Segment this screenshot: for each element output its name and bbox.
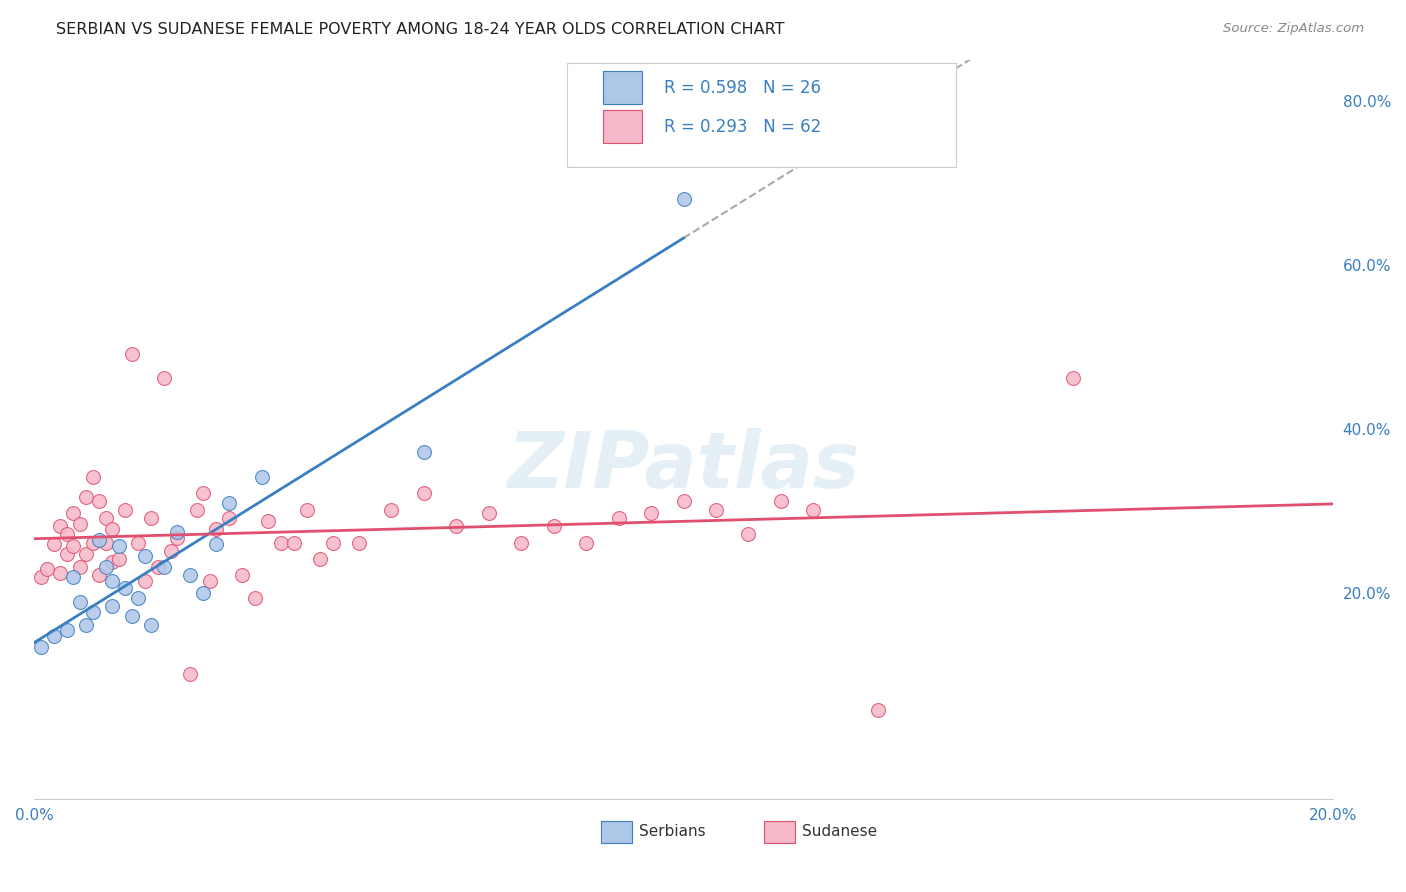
Text: Source: ZipAtlas.com: Source: ZipAtlas.com (1223, 22, 1364, 36)
Point (205, 537, 228, 551)
Point (42, 537, 65, 551)
Point (270, 535, 292, 549)
Text: ZIPatlas: ZIPatlas (508, 428, 859, 504)
Text: SERBIAN VS SUDANESE FEMALE POVERTY AMONG 18-24 YEAR OLDS CORRELATION CHART: SERBIAN VS SUDANESE FEMALE POVERTY AMONG… (56, 22, 785, 37)
Point (82, 535, 104, 549)
Point (121, 346, 143, 360)
Point (69, 516, 91, 531)
Point (30, 640, 52, 654)
Point (37, 562, 59, 576)
Point (704, 502, 727, 516)
Point (250, 470, 273, 484)
Point (412, 445, 434, 459)
Point (75, 490, 97, 504)
Point (127, 591, 149, 605)
Point (193, 486, 215, 500)
Point (89, 533, 111, 547)
Point (107, 539, 129, 553)
Point (283, 535, 305, 549)
Point (243, 591, 266, 605)
Point (49, 566, 72, 580)
Point (231, 568, 253, 582)
Point (141, 617, 163, 632)
Text: Serbians: Serbians (638, 824, 706, 839)
Point (309, 552, 332, 566)
Point (89, 494, 111, 508)
Point (153, 560, 176, 574)
Point (446, 519, 468, 533)
Point (101, 574, 124, 588)
Point (186, 502, 208, 516)
Point (134, 574, 156, 588)
Text: R = 0.598   N = 26: R = 0.598 N = 26 (664, 78, 821, 96)
Point (218, 496, 240, 510)
Point (737, 527, 759, 541)
Point (322, 535, 344, 549)
Point (347, 535, 370, 549)
Point (62, 570, 84, 584)
Point (114, 502, 136, 516)
Point (198, 574, 221, 588)
Point (75, 547, 97, 561)
Point (295, 502, 318, 516)
Point (69, 560, 91, 574)
FancyBboxPatch shape (567, 63, 956, 167)
Point (62, 539, 84, 553)
Point (134, 549, 156, 564)
Point (141, 511, 163, 525)
Point (380, 502, 402, 516)
Point (478, 506, 501, 520)
Point (672, 494, 695, 508)
Point (166, 524, 188, 539)
Point (607, 511, 630, 525)
Point (30, 570, 52, 584)
Point (121, 609, 143, 624)
Point (193, 586, 215, 600)
Point (166, 531, 188, 545)
Point (640, 506, 662, 520)
Text: Sudanese: Sudanese (803, 824, 877, 839)
Point (62, 506, 84, 520)
Point (153, 371, 176, 385)
Point (1062, 371, 1084, 385)
FancyBboxPatch shape (603, 110, 643, 144)
Point (94, 511, 117, 525)
Point (75, 617, 97, 632)
Point (101, 522, 124, 536)
Point (412, 486, 434, 500)
Point (672, 192, 695, 206)
Point (543, 519, 565, 533)
Point (159, 543, 181, 558)
Point (82, 470, 104, 484)
FancyBboxPatch shape (603, 71, 643, 104)
Point (49, 519, 72, 533)
Point (218, 511, 240, 525)
Point (205, 522, 228, 536)
Point (575, 535, 598, 549)
Point (42, 629, 65, 643)
Point (257, 514, 280, 528)
Point (101, 599, 124, 613)
Text: R = 0.293   N = 62: R = 0.293 N = 62 (664, 118, 821, 136)
Point (510, 535, 533, 549)
Point (82, 605, 104, 619)
Point (101, 555, 124, 569)
Point (107, 552, 129, 566)
Point (179, 568, 201, 582)
Point (94, 560, 117, 574)
Point (868, 703, 890, 717)
Point (179, 667, 201, 681)
Point (127, 535, 149, 549)
Point (803, 502, 825, 516)
Point (146, 560, 169, 574)
Point (56, 624, 79, 638)
Point (94, 535, 117, 549)
Point (89, 568, 111, 582)
Point (769, 494, 792, 508)
Point (56, 547, 79, 561)
Point (69, 594, 91, 608)
Point (114, 581, 136, 595)
Point (56, 527, 79, 541)
